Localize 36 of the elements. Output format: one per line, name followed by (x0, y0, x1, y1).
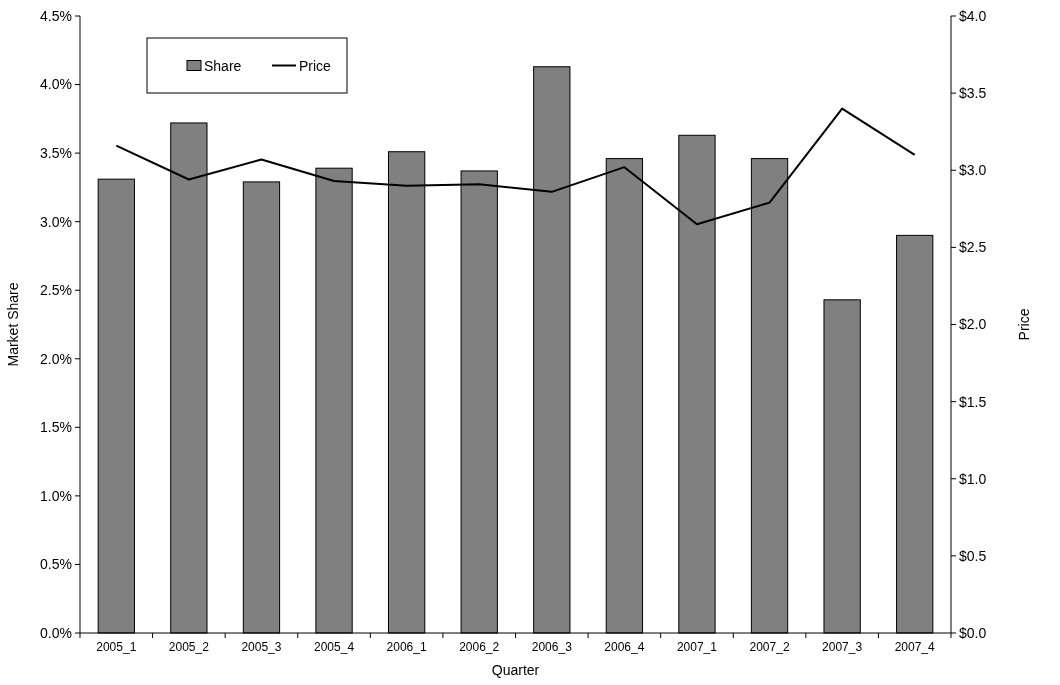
y-tick-label: 3.0% (40, 213, 72, 230)
y-axis-title: Market Share (5, 282, 21, 367)
y-tick-label: 1.0% (40, 487, 72, 504)
x-axis-title: Quarter (491, 662, 540, 678)
x-tick-label: 2006_3 (531, 640, 573, 654)
x-tick-label: 2006_1 (386, 640, 427, 654)
y-tick-label: 2.5% (40, 282, 72, 299)
x-tick-label: 2005_3 (241, 640, 282, 654)
y2-tick-label: $1.0 (959, 470, 987, 487)
y-tick-label: 2.0% (40, 350, 72, 367)
x-tick-label: 2007_3 (822, 640, 863, 654)
x-tick-label: 2007_2 (749, 640, 790, 654)
y2-tick-label: $1.5 (959, 393, 987, 410)
x-tick-label: 2007_1 (676, 640, 718, 654)
legend-label: Share (204, 57, 242, 74)
x-tick-label: 2005_2 (168, 640, 210, 654)
y2-tick-label: $0.0 (959, 624, 987, 641)
y-tick-label: 3.5% (40, 145, 72, 162)
x-tick-label: 2005_1 (96, 640, 137, 654)
y2-tick-label: $2.0 (959, 316, 987, 333)
y-tick-label: 1.5% (40, 419, 72, 436)
x-tick-label: 2006_2 (459, 640, 500, 654)
y2-tick-label: $3.5 (959, 85, 987, 102)
y2-tick-label: $3.0 (959, 162, 987, 179)
y-tick-label: 0.5% (40, 556, 72, 573)
y-tick-label: 0.0% (40, 624, 72, 641)
x-tick-label: 2006_4 (604, 640, 645, 654)
y2-tick-label: $0.5 (959, 547, 987, 564)
y2-tick-label: $4.0 (959, 7, 987, 24)
y2-tick-label: $2.5 (959, 239, 987, 256)
x-tick-label: 2007_4 (894, 640, 936, 654)
y-tick-label: 4.0% (40, 76, 72, 93)
x-tick-label: 2005_4 (314, 640, 355, 654)
legend-label: Price (299, 57, 332, 74)
y-tick-label: 4.5% (40, 7, 72, 24)
y2-axis-title: Price (1016, 308, 1032, 341)
